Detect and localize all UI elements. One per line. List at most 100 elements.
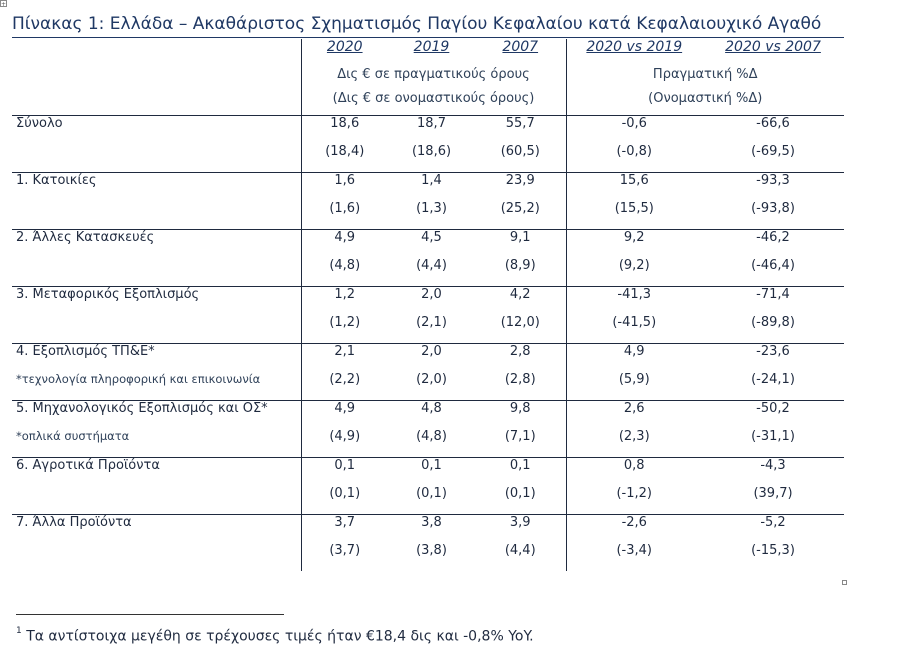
cell-real: -71,4 bbox=[756, 287, 790, 302]
table-row: 5. Μηχανολογικός Εξοπλισμός και ΟΣ* 4,9 4,… bbox=[12, 400, 844, 429]
cell-real: 4,9 bbox=[300, 400, 388, 429]
header-change-2020-2019: 2020 vs 2019 bbox=[565, 39, 702, 67]
row-note bbox=[12, 144, 301, 173]
cell-real: 1,6 bbox=[300, 172, 388, 201]
cell-nominal: (1,3) bbox=[388, 201, 475, 230]
cell-real: -41,3 bbox=[565, 286, 702, 315]
cell-real: 3,9 bbox=[509, 515, 531, 530]
table-row: 4. Εξοπλισμός ΤΠ&Ε* 2,1 2,0 2,8 4,9 -23,6 bbox=[12, 343, 844, 372]
row-label: 2. Άλλες Κατασκευές bbox=[16, 230, 155, 245]
cell-nominal: (2,3) bbox=[565, 429, 702, 458]
cell-real: 9,8 bbox=[509, 401, 531, 416]
table-row: Σύνολο 18,6 18,7 55,7 -0,6 -66,6 bbox=[12, 115, 844, 144]
cell-real: 2,6 bbox=[565, 400, 702, 429]
row-label: 7. Άλλα Προϊόντα bbox=[16, 515, 132, 530]
cell-real: 1,2 bbox=[300, 286, 388, 315]
cell-real: 18,6 bbox=[300, 115, 388, 144]
table-row: 1. Κατοικίες 1,6 1,4 23,9 15,6 -93,3 bbox=[12, 172, 844, 201]
cell-nominal: (1,6) bbox=[300, 201, 388, 230]
header-blank bbox=[12, 39, 301, 67]
cell-real: -93,3 bbox=[756, 173, 790, 188]
header-units-row: Δις € σε πραγματικούς όρους Πραγματική %… bbox=[12, 67, 844, 91]
cell-nominal: (18,4) bbox=[300, 144, 388, 173]
footnote-separator bbox=[16, 614, 284, 615]
header-pct-real: Πραγματική %Δ bbox=[565, 67, 844, 91]
header-change-2020-2007: 2020 vs 2007 bbox=[725, 39, 821, 55]
header-units-real: Δις € σε πραγματικούς όρους bbox=[300, 67, 566, 91]
cell-real: 3,7 bbox=[300, 514, 388, 543]
cell-real: 0,8 bbox=[565, 457, 702, 486]
cell-real: 2,1 bbox=[300, 343, 388, 372]
cell-nominal: (9,2) bbox=[565, 258, 702, 287]
cell-real: -2,6 bbox=[565, 514, 702, 543]
cell-nominal: (4,8) bbox=[300, 258, 388, 287]
cell-real: 3,8 bbox=[421, 515, 442, 530]
footnote: 1 Τα αντίστοιχα μεγέθη σε τρέχουσες τιμέ… bbox=[16, 626, 534, 645]
footnote-text: Τα αντίστοιχα μεγέθη σε τρέχουσες τιμές … bbox=[26, 628, 534, 645]
row-label: 5. Μηχανολογικός Εξοπλισμός και ΟΣ* bbox=[16, 401, 268, 416]
cell-real: 4,9 bbox=[565, 343, 702, 372]
cell-nominal: (18,6) bbox=[388, 144, 475, 173]
cell-nominal: (3,8) bbox=[416, 543, 447, 558]
row-label: 1. Κατοικίες bbox=[16, 173, 97, 188]
cell-real: 4,2 bbox=[509, 287, 531, 302]
table-row: 3. Μεταφορικός Εξοπλισμός 1,2 2,0 4,2 -41,3 -… bbox=[12, 286, 844, 315]
row-note bbox=[12, 543, 301, 571]
table-body: Σύνολο 18,6 18,7 55,7 -0,6 -66,6 (18,4) (18,6)(… bbox=[12, 115, 844, 571]
cell-nominal: (-46,4) bbox=[702, 258, 844, 287]
cell-nominal: (-69,5) bbox=[702, 144, 844, 173]
footnote-marker: 1 bbox=[16, 626, 22, 636]
table-row: 7. Άλλα Προϊόντα 3,7 3,8 3,9 -2,6 -5,2 bbox=[12, 514, 844, 543]
cell-nominal: (-24,1) bbox=[702, 372, 844, 401]
cell-real: 4,8 bbox=[421, 401, 442, 416]
cell-real: 55,7 bbox=[505, 116, 535, 131]
cell-real: 0,1 bbox=[421, 458, 442, 473]
cell-real: -66,6 bbox=[756, 116, 790, 131]
cell-nominal: (0,1) bbox=[300, 486, 388, 515]
cell-real: -0,6 bbox=[565, 115, 702, 144]
table-row-nominal: (0,1) (0,1) (0,1) (-1,2) (39,7) bbox=[12, 486, 844, 515]
cell-real: 2,8 bbox=[509, 344, 531, 359]
cell-real: 2,0 bbox=[421, 287, 442, 302]
table-row-nominal: (1,2) (2,1) (12,0) (-41,5) (-89,8) bbox=[12, 315, 844, 344]
cell-real: -23,6 bbox=[756, 344, 790, 359]
row-note bbox=[12, 486, 301, 515]
cell-nominal: (-93,8) bbox=[702, 201, 844, 230]
table-row-nominal: *τεχνολογία πληροφορική και επικοινωνία (… bbox=[12, 372, 844, 401]
row-note bbox=[12, 258, 301, 287]
row-label: 6. Αγροτικά Προϊόντα bbox=[16, 458, 160, 473]
cell-real: 15,6 bbox=[565, 172, 702, 201]
row-label: 3. Μεταφορικός Εξοπλισμός bbox=[16, 287, 200, 302]
cell-nominal: (60,5) bbox=[475, 144, 566, 173]
cell-real: 0,1 bbox=[300, 457, 388, 486]
cell-nominal: (-1,2) bbox=[565, 486, 702, 515]
cell-real: -46,2 bbox=[756, 230, 790, 245]
table-row-nominal: (4,8) (4,4) (8,9) (9,2) (-46,4) bbox=[12, 258, 844, 287]
gfcf-table: 2020 2019 2007 2020 vs 2019 2020 vs 2007… bbox=[12, 39, 844, 571]
table-row: 2. Άλλες Κατασκευές 4,9 4,5 9,1 9,2 -46,2 bbox=[12, 229, 844, 258]
header-year-2007: 2007 bbox=[502, 39, 539, 55]
table-row-nominal: (18,4) (18,6) (60,5) (-0,8) (-69,5) bbox=[12, 144, 844, 173]
cell-nominal: (2,1) bbox=[388, 315, 475, 344]
cell-real: 0,1 bbox=[509, 458, 531, 473]
header-year-2019: 2019 bbox=[413, 39, 450, 55]
row-note: *οπλικά συστήματα bbox=[12, 429, 301, 458]
cell-real: -5,2 bbox=[760, 515, 786, 530]
header-year-2020: 2020 bbox=[300, 39, 388, 67]
table-row-nominal: (1,6) (1,3) (25,2) (15,5) (-93,8) bbox=[12, 201, 844, 230]
cell-nominal: (4,9) bbox=[300, 429, 388, 458]
header-pct-nominal: (Ονομαστική %Δ) bbox=[565, 91, 844, 116]
row-label: 4. Εξοπλισμός ΤΠ&Ε* bbox=[16, 344, 155, 359]
row-note bbox=[12, 315, 301, 344]
row-note: *τεχνολογία πληροφορική και επικοινωνία bbox=[12, 372, 301, 401]
cell-nominal: (-15,3) bbox=[751, 543, 795, 558]
cell-nominal: (2,8) bbox=[475, 372, 566, 401]
cell-nominal: (25,2) bbox=[475, 201, 566, 230]
cell-nominal: (0,1) bbox=[388, 486, 475, 515]
cell-real: -50,2 bbox=[756, 401, 790, 416]
cell-nominal: (15,5) bbox=[565, 201, 702, 230]
header-units-nominal-row: (Δις € σε ονομαστικούς όρους) (Ονομαστικ… bbox=[12, 91, 844, 116]
row-label: Σύνολο bbox=[16, 116, 63, 131]
table-title: Πίνακας 1: Ελλάδα – Ακαθάριστος Σχηματισ… bbox=[12, 13, 844, 38]
cell-real: 4,5 bbox=[421, 230, 442, 245]
